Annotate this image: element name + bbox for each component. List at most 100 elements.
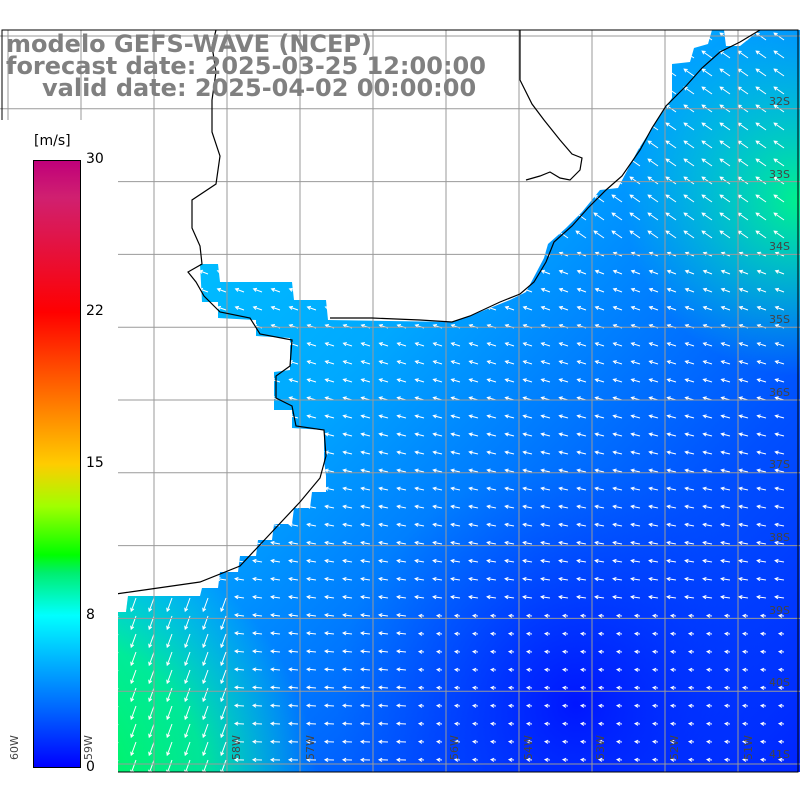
wind-arrow [360,432,371,437]
wind-arrow [489,703,497,708]
wind-arrow [450,342,461,347]
wind-arrow [576,432,587,437]
wind-arrow [774,432,785,437]
wind-arrow [720,287,731,293]
wind-arrow [184,741,191,757]
wind-arrow [359,703,371,708]
wind-arrow [594,342,605,347]
wind-arrow [683,140,695,149]
wind-arrow [773,212,785,221]
wind-arrow [540,378,551,383]
wind-arrow [777,685,785,690]
wind-arrow [705,685,713,690]
wind-arrow [504,305,515,311]
wind-arrow [755,230,767,239]
wind-arrow [342,613,353,618]
wind-arrow [220,687,227,703]
color-scale-bar [33,160,81,768]
wind-arrow [687,667,695,672]
wind-arrow [741,631,749,636]
wind-arrow [378,360,389,365]
wind-arrow [202,741,209,757]
wind-arrow [251,667,263,672]
wind-arrow [756,450,767,455]
wind-arrow [324,613,335,618]
wind-arrow [738,486,749,491]
wind-arrow [705,631,713,636]
wind-arrow [719,212,731,221]
wind-arrow [741,739,749,744]
wind-arrow [504,595,515,600]
wind-arrow [558,287,569,293]
lon-label: 51W [742,735,755,760]
wind-arrow [687,757,695,762]
wind-arrow [453,667,461,672]
wind-arrow [777,613,785,618]
wind-arrow [684,360,695,365]
wind-arrow [702,378,713,383]
wind-arrow [702,595,713,600]
wind-arrow [701,230,713,239]
lon-label: 54W [522,735,535,760]
wind-arrow [579,667,587,672]
lon-label: 53W [594,735,607,760]
wind-arrow [220,597,227,613]
wind-arrow [705,703,713,708]
wind-arrow [360,595,371,600]
wind-arrow [630,287,641,293]
wind-arrow [543,685,551,690]
wind-arrow [504,432,515,437]
wind-arrow [395,757,407,762]
lat-label: 40S [769,676,790,689]
wind-arrow [306,595,317,600]
wind-arrow [756,486,767,491]
wind-arrow [594,576,605,582]
wind-arrow [252,631,263,636]
wind-arrow [251,703,263,708]
wind-arrow [612,269,623,275]
wind-arrow [306,576,317,582]
wind-arrow [738,360,749,365]
wind-arrow [468,486,479,491]
wind-arrow [773,158,785,167]
wind-arrow [561,613,569,618]
wind-arrow [148,633,155,649]
wind-arrow [723,685,731,690]
wind-arrow [777,667,785,672]
wind-arrow [558,378,569,383]
wind-arrow [687,685,695,690]
wind-arrow [669,757,677,762]
wind-arrow [777,757,785,762]
wind-arrow [558,468,569,473]
wind-arrow [450,540,461,545]
wind-arrow [184,633,191,649]
wind-arrow [377,739,389,744]
wind-arrow [324,558,335,564]
wind-arrow [396,378,407,383]
wind-arrow [234,595,245,600]
wind-arrow [633,739,641,744]
wind-arrow [683,212,695,221]
wind-arrow [450,378,461,383]
wind-arrow [630,486,641,491]
wind-arrow [305,703,317,708]
wind-arrow [360,342,371,347]
wind-arrow [648,305,659,311]
wind-arrow [486,522,497,527]
wind-arrow [522,540,533,545]
wind-arrow [504,558,515,564]
wind-arrow [504,414,515,419]
wind-arrow [287,757,299,762]
wind-arrow [324,631,335,636]
wind-arrow [576,576,587,582]
wind-arrow [486,558,497,564]
wind-arrow [756,305,767,311]
wind-arrow [773,176,785,185]
wind-arrow [720,305,731,311]
wind-arrow [756,269,767,275]
wind-arrow [468,595,479,600]
wind-arrow [773,230,785,239]
wind-arrow [705,739,713,744]
wind-arrow [252,558,263,564]
wind-arrow [741,649,749,654]
